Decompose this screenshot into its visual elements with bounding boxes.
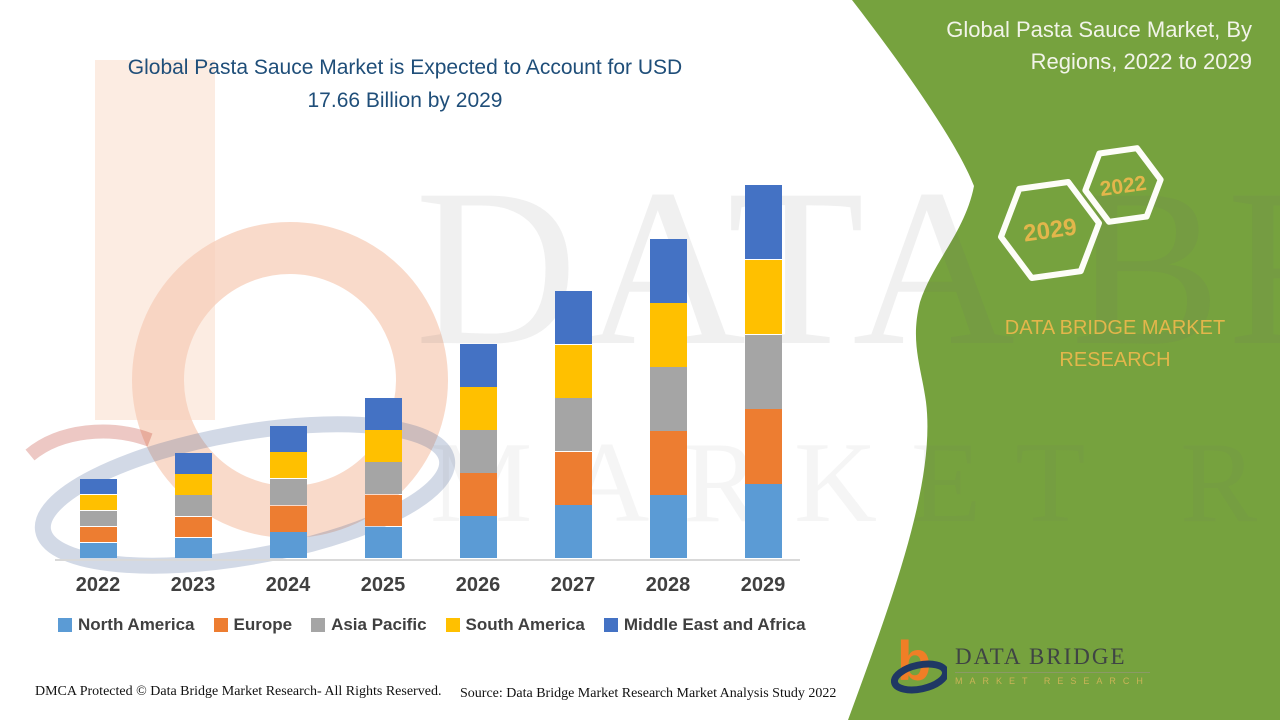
legend-label: North America [78, 615, 195, 634]
x-axis-label-2027: 2027 [550, 574, 596, 596]
panel-title-line2: Regions, 2022 to 2029 [1030, 48, 1252, 74]
bar-segment-2022-north-america [79, 542, 117, 559]
bar-segment-2025-north-america [364, 526, 402, 559]
bar-segment-2023-south-america [174, 474, 212, 495]
bar-segment-2023-europe [174, 516, 212, 538]
legend-label: South America [465, 615, 585, 634]
legend-item-north-america: North America [58, 615, 195, 635]
bar-segment-2022-asia-pacific [79, 510, 117, 527]
legend-swatch-icon [603, 618, 618, 632]
year-hexagons: 2022 2029 [997, 145, 1164, 282]
bar-segment-2022-middle-east-and-africa [79, 478, 117, 495]
bar-segment-2024-south-america [269, 452, 307, 479]
legend-label: Asia Pacific [331, 615, 427, 634]
bar-segment-2022-south-america [79, 494, 117, 511]
bar-segment-2029-europe [744, 409, 782, 484]
legend-item-middle-east-and-africa: Middle East and Africa [603, 615, 806, 635]
bar-segment-2025-south-america [364, 430, 402, 462]
bar-segment-2025-europe [364, 494, 402, 527]
hexagon-2022-label: 2022 [1098, 172, 1147, 201]
legend-swatch-icon [213, 618, 228, 632]
bar-segment-2027-asia-pacific [554, 398, 592, 452]
legend-swatch-icon [445, 618, 460, 632]
bar-segment-2027-europe [554, 451, 592, 505]
bar-segment-2023-north-america [174, 537, 212, 559]
chart-title-line1: Global Pasta Sauce Market is Expected to… [127, 56, 683, 79]
brand-text: DATA BRIDGE MARKET RESEARCH [1004, 317, 1226, 371]
bar-segment-2024-europe [269, 505, 307, 532]
bar-segment-2025-asia-pacific [364, 462, 402, 495]
x-axis-label-2026: 2026 [455, 574, 501, 596]
legend-swatch-icon [311, 618, 326, 632]
x-axis-label-2028: 2028 [645, 574, 691, 596]
bar-segment-2024-north-america [269, 532, 307, 559]
x-axis-line [55, 559, 800, 561]
bar-segment-2027-north-america [554, 505, 592, 559]
x-axis-label-2029: 2029 [740, 574, 786, 596]
bar-segment-2029-north-america [744, 484, 782, 559]
bar-segment-2026-north-america [459, 516, 497, 559]
panel-title-line1: Global Pasta Sauce Market, By [946, 17, 1252, 42]
chart-title-line2: 17.66 Billion by 2029 [307, 88, 503, 112]
bar-segment-2028-south-america [649, 303, 687, 367]
legend-label: Europe [233, 615, 293, 634]
bar-segment-2029-asia-pacific [744, 334, 782, 409]
chart-legend: North America Europe Asia Pacific South Ame… [58, 615, 848, 635]
legend-item-asia-pacific: Asia Pacific [311, 615, 427, 635]
bar-segment-2026-asia-pacific [459, 430, 497, 473]
bar-segment-2025-middle-east-and-africa [364, 398, 402, 430]
hexagon-2029-label: 2029 [1022, 213, 1079, 247]
bar-segment-2026-south-america [459, 387, 497, 430]
legend-swatch-icon [58, 618, 72, 632]
x-axis-label-2024: 2024 [265, 574, 311, 596]
bar-segment-2024-middle-east-and-africa [269, 425, 307, 452]
bar-segment-2024-asia-pacific [269, 478, 307, 506]
dmca-notice: DMCA Protected © Data Bridge Market Rese… [35, 684, 442, 699]
legend-label: Middle East and Africa [623, 615, 806, 634]
bar-segment-2029-south-america [744, 259, 782, 335]
bar-segment-2022-europe [79, 526, 117, 543]
legend-item-europe: Europe [213, 615, 293, 635]
legend-item-south-america: South America [445, 615, 585, 635]
bar-segment-2028-north-america [649, 495, 687, 559]
x-axis-label-2022: 2022 [75, 574, 121, 596]
chart-title: Global Pasta Sauce Market is Expected to… [70, 52, 740, 117]
x-axis-label-2023: 2023 [170, 574, 216, 596]
logo-text-block: DATA BRIDGE MARKET RESEARCH [955, 644, 1150, 686]
bar-segment-2028-europe [649, 431, 687, 495]
data-bridge-logo: b DATA BRIDGE MARKET RESEARCH [891, 634, 1150, 696]
logo-name: DATA BRIDGE [955, 644, 1150, 674]
bar-segment-2029-middle-east-and-africa [744, 185, 782, 260]
bar-segment-2026-europe [459, 473, 497, 516]
bar-segment-2028-asia-pacific [649, 367, 687, 431]
x-axis-label-2025: 2025 [360, 574, 406, 596]
bar-segment-2027-south-america [554, 344, 592, 398]
bar-segment-2023-asia-pacific [174, 495, 212, 517]
bar-segment-2023-middle-east-and-africa [174, 453, 212, 474]
source-notice: Source: Data Bridge Market Research Mark… [460, 686, 837, 701]
logo-tagline: MARKET RESEARCH [955, 676, 1150, 687]
data-bridge-monogram-icon: b [891, 634, 947, 694]
panel-title: Global Pasta Sauce Market, By Regions, 2… [882, 14, 1252, 78]
bar-segment-2026-middle-east-and-africa [459, 344, 497, 387]
bar-segment-2028-middle-east-and-africa [649, 239, 687, 303]
bar-segment-2027-middle-east-and-africa [554, 291, 592, 345]
